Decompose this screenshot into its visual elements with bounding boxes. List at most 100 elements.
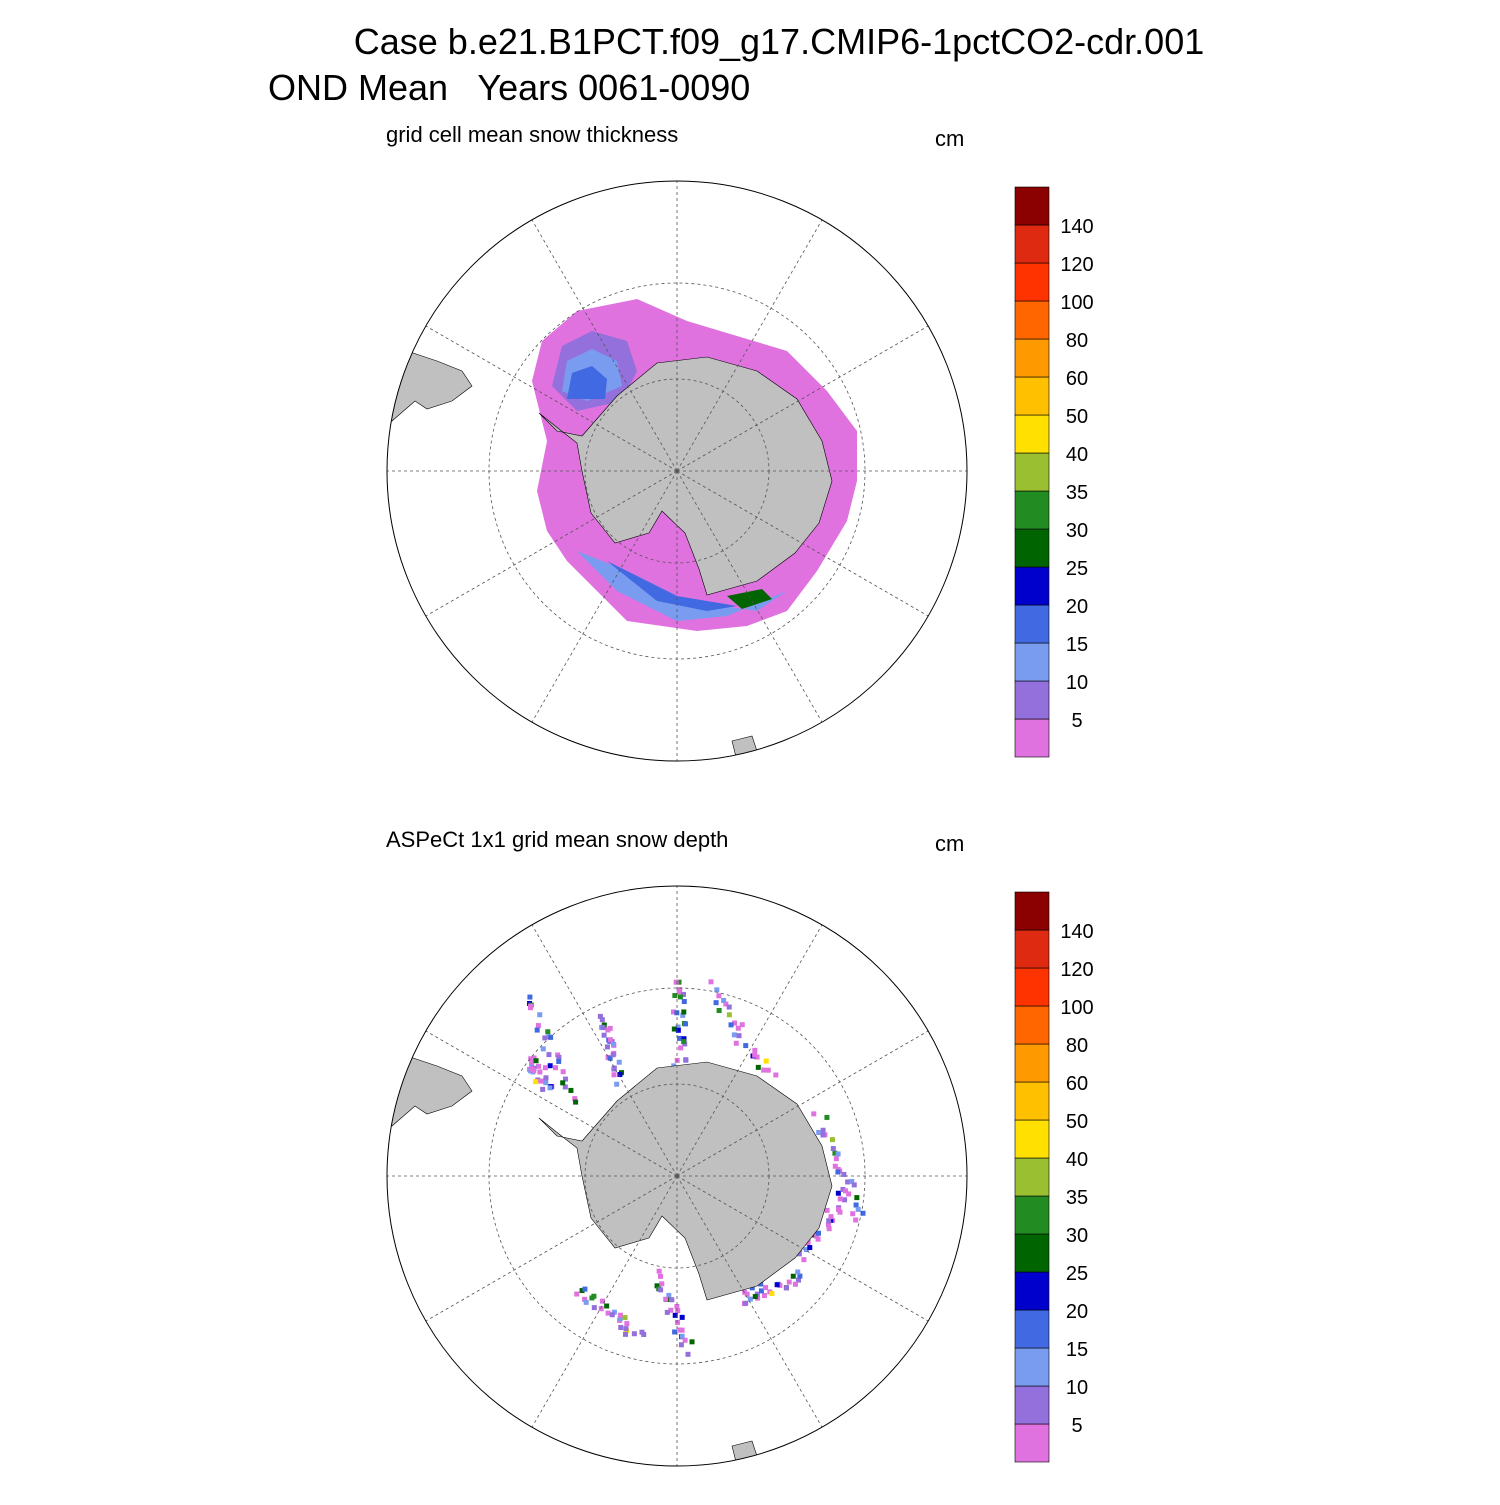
obs-cell (845, 1179, 851, 1185)
obs-cell (752, 1047, 758, 1053)
obs-cell (841, 1171, 847, 1177)
colorbar-box (1014, 300, 1050, 340)
colorbar-label: 15 (1066, 634, 1088, 656)
colorbar-label: 30 (1066, 520, 1088, 542)
obs-cell (832, 1150, 838, 1156)
obs-cell (562, 1084, 568, 1090)
obs-cell (726, 1004, 732, 1010)
colorbar-box (1014, 1043, 1050, 1083)
obs-cell (761, 1067, 767, 1073)
colorbar-box (1014, 528, 1050, 568)
obs-cell (555, 1052, 561, 1058)
obs-cell (743, 1300, 749, 1306)
obs-cell (663, 1296, 669, 1302)
obs-cell (773, 1072, 779, 1078)
obs-cell (681, 1036, 687, 1042)
obs-cell (758, 1288, 764, 1294)
colorbar-label: 120 (1060, 254, 1093, 276)
map-border (386, 180, 968, 762)
obs-cell (786, 1279, 792, 1285)
obs-cell (672, 1329, 678, 1335)
meridian (425, 325, 678, 472)
colorbar-box (1014, 186, 1050, 226)
colorbar-box (1014, 1119, 1050, 1159)
obs-cell (855, 1206, 861, 1212)
obs-cell (639, 1329, 645, 1335)
obs-cell (675, 1027, 681, 1033)
obs-cell (610, 1052, 616, 1058)
obs-cell (617, 1316, 623, 1322)
meridian (531, 470, 678, 723)
colorbar-box (1014, 1195, 1050, 1235)
obs-cell (681, 1009, 687, 1015)
colorbar-box (1014, 376, 1050, 416)
obs-cell (529, 1066, 535, 1072)
colorbar-box (1014, 967, 1050, 1007)
meridian (676, 1030, 929, 1177)
obs-cell (535, 1063, 541, 1069)
colorbar-label: 100 (1060, 997, 1093, 1019)
obs-cell (849, 1178, 855, 1184)
obs-cell (543, 1075, 549, 1081)
obs-cell (534, 1027, 540, 1033)
obs-cell (600, 1025, 606, 1031)
obs-cell (815, 1236, 821, 1242)
obs-cell (820, 1132, 826, 1138)
obs-cell (677, 1035, 683, 1041)
obs-cell (579, 1288, 585, 1294)
obs-cell (607, 1025, 613, 1031)
title-line: Case b.e21.B1PCT.f09_g17.CMIP6-1pctCO2-c… (354, 21, 1204, 62)
obs-cell (830, 1146, 836, 1152)
snow-region (567, 366, 737, 611)
colorbar-label: 60 (1066, 368, 1088, 390)
obs-cell (537, 1069, 543, 1075)
colorbar-box (1014, 338, 1050, 378)
colorbar-label: 25 (1066, 558, 1088, 580)
landmass (387, 1055, 473, 1127)
obs-cell (713, 1000, 719, 1006)
colorbar-label: 80 (1066, 330, 1088, 352)
obs-cell (758, 1281, 764, 1287)
obs-cell (572, 1096, 578, 1102)
obs-cell (673, 979, 679, 985)
obs-cell (853, 1217, 859, 1223)
obs-cell (784, 1285, 790, 1291)
obs-cell (816, 1129, 822, 1135)
obs-cell (542, 1035, 548, 1041)
obs-cell (840, 1186, 846, 1192)
obs-cell (528, 1056, 534, 1062)
obs-cell (761, 1293, 767, 1299)
obs-cell (763, 1285, 769, 1291)
meridian (676, 470, 929, 617)
obs-cell (611, 1072, 617, 1078)
obs-cell (726, 1012, 732, 1018)
obs-cell (546, 1052, 552, 1058)
obs-cell (752, 1294, 758, 1300)
obs-cell (672, 993, 678, 999)
obs-cell (597, 1013, 603, 1019)
obs-cell (658, 1287, 664, 1293)
obs-cell (801, 1257, 807, 1263)
obs-cell (568, 1087, 574, 1093)
obs-cell (677, 994, 683, 1000)
obs-cell (542, 1065, 548, 1071)
obs-cell (599, 1017, 605, 1023)
colorbar-box (1014, 1005, 1050, 1045)
obs-cell (797, 1273, 803, 1279)
obs-cell (733, 1040, 739, 1046)
obs-cell (583, 1299, 589, 1305)
colorbar-box (1014, 452, 1050, 492)
obs-cell (540, 1046, 546, 1052)
obs-cell (796, 1251, 802, 1257)
snow-region (727, 589, 772, 609)
obs-cell (589, 1295, 595, 1301)
map-border (386, 885, 968, 1467)
obs-cell (685, 1351, 691, 1357)
obs-cell (601, 1032, 607, 1038)
colorbar-label: 5 (1071, 710, 1082, 732)
obs-cell (623, 1326, 629, 1332)
obs-cell (792, 1281, 798, 1287)
colorbar-label: 35 (1066, 482, 1088, 504)
colorbar-box (1014, 929, 1050, 969)
obs-cell (835, 1166, 841, 1172)
